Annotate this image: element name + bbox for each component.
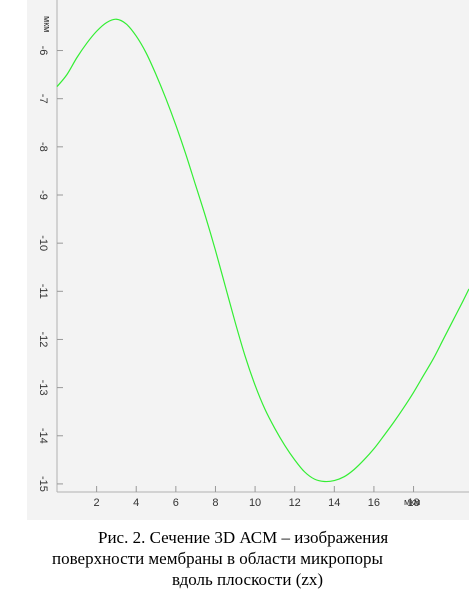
y-axis-ticks: -6 -7 -8 -9 -10 -11 -12 -13 -14 -15 [37,46,63,492]
y-tick-label: -7 [37,94,49,104]
caption-line-3: вдоль плоскости (zx) [172,570,324,589]
x-tick-label: 6 [173,497,179,509]
y-tick-label: -10 [37,235,49,251]
x-tick-label: 10 [249,497,261,509]
y-tick-label: -9 [37,190,49,200]
caption-line-2: поверхности мембраны в области микропоры [52,549,383,568]
plot-area [27,0,469,520]
y-tick-label: -14 [37,428,49,444]
x-tick-label: 14 [328,497,340,509]
chart: -6 -7 -8 -9 -10 -11 -12 -13 -14 -15 2 4 6 8 10 12 14 16 1… [27,0,469,520]
y-tick-label: -13 [37,380,49,396]
y-tick-label: -15 [37,476,49,492]
x-axis-unit-label: мкм [404,497,420,507]
series-line [56,18,469,483]
y-tick-label: -11 [37,284,49,299]
x-tick-label: 8 [212,497,218,509]
x-tick-label: 16 [368,497,380,509]
x-tick-label: 12 [289,497,301,509]
x-tick-label: 2 [94,497,100,509]
y-tick-label: -12 [37,332,49,348]
caption-line-1: Рис. 2. Сечение 3D АСМ – изображения [98,528,389,547]
y-tick-label: -8 [37,142,49,152]
x-tick-label: 18 [407,497,419,509]
y-axis-unit-label: мкм [42,16,52,32]
x-tick-label: 4 [133,497,139,509]
y-tick-label: -6 [37,46,49,56]
figure-caption: Рис. 2. Сечение 3D АСМ – изображения пов… [0,527,469,606]
x-axis-ticks: 2 4 6 8 10 12 14 16 18 [94,486,420,509]
